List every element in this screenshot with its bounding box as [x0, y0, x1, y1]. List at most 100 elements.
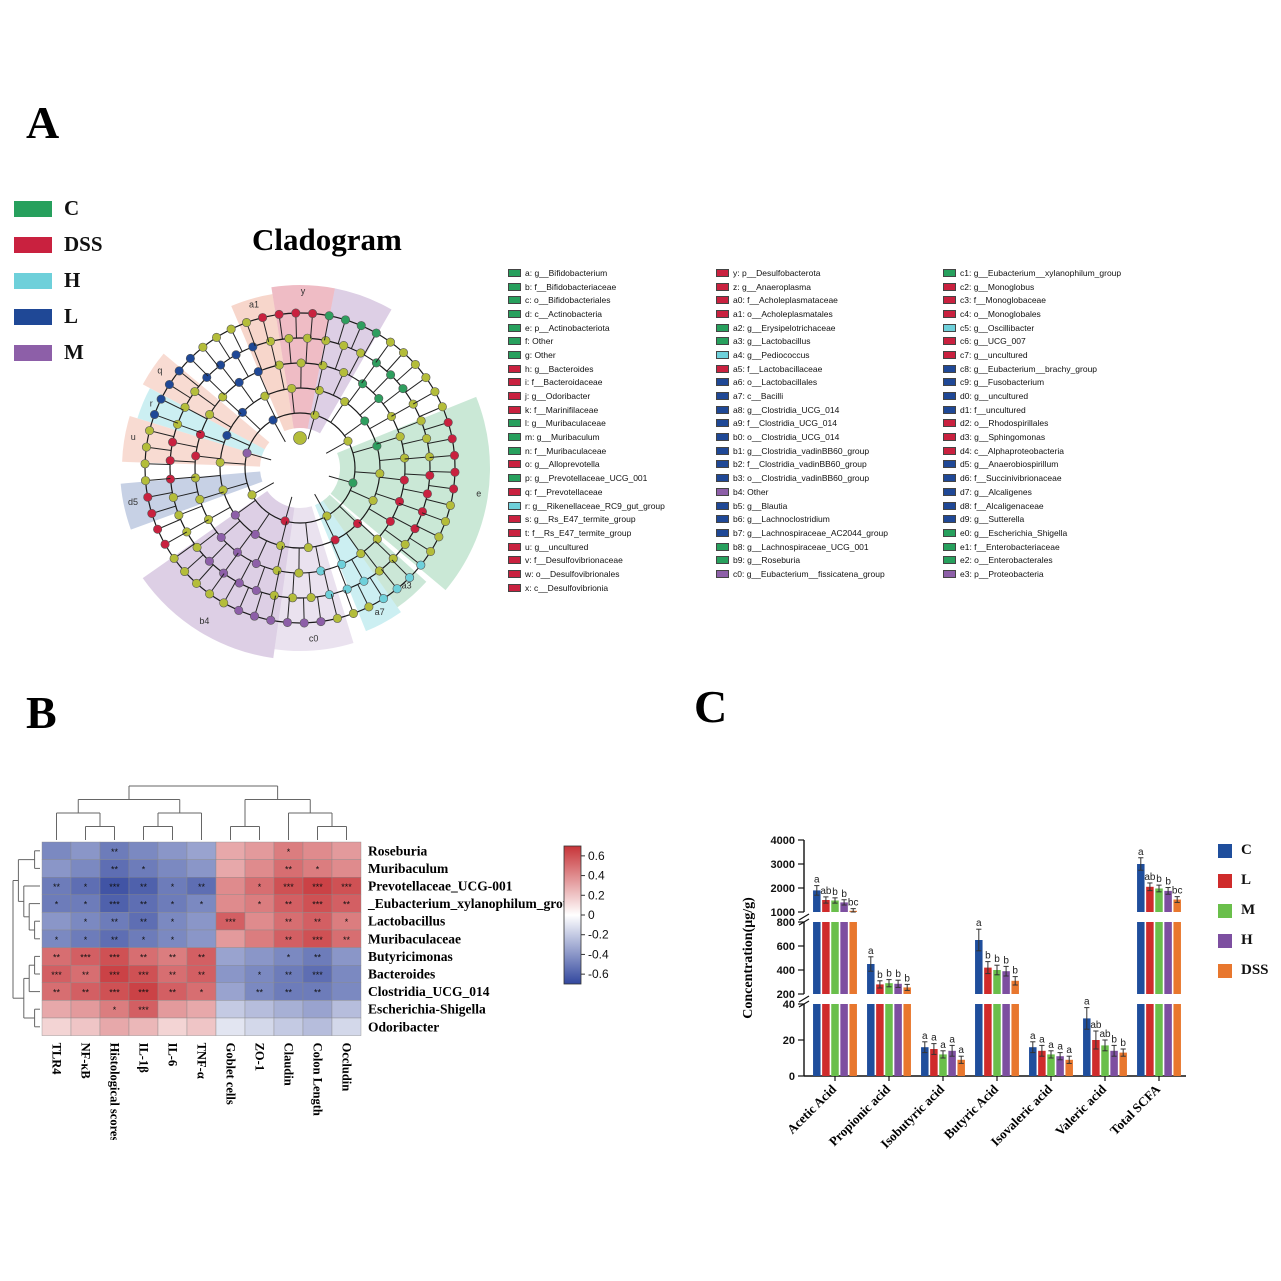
significance-stars: * — [258, 900, 262, 910]
taxa-label: l: g__Muribaculaceae — [525, 418, 606, 429]
bar — [831, 1004, 839, 1076]
taxa-legend-item: d1: f__uncultured — [943, 403, 1193, 417]
taxa-label: c0: g__Eubacterium__fissicatena_group — [733, 568, 885, 579]
cladogram-node — [195, 430, 205, 440]
scfa-legend-item: L — [1218, 872, 1269, 889]
taxa-color-swatch — [716, 323, 729, 332]
heatmap-cell — [273, 1000, 304, 1019]
significance-letter: ab — [1099, 1029, 1111, 1040]
taxa-legend-column: y: p__Desulfobacterota z: g__Anaeroplasma… — [716, 266, 940, 595]
taxa-legend-item: e2: o__Enterobacterales — [943, 553, 1193, 567]
significance-stars: * — [84, 935, 88, 945]
taxa-label: d6: f__Succinivibrionaceae — [960, 473, 1062, 484]
cladogram-node — [287, 383, 297, 393]
bar — [1137, 922, 1145, 994]
taxa-label: j: g__Odoribacter — [525, 391, 591, 402]
significance-letter: b — [985, 951, 991, 962]
significance-letter: a — [940, 1040, 946, 1051]
bar — [840, 1004, 848, 1076]
scfa-color-swatch — [1218, 903, 1232, 918]
y-axis-tick-label: 200 — [777, 989, 795, 1001]
significance-letter: a — [922, 1031, 928, 1042]
taxa-label: u: g__uncultured — [525, 541, 589, 552]
cladogram-node — [306, 593, 316, 603]
axis-break-mark — [798, 918, 810, 926]
significance-letter: ab — [1144, 872, 1156, 883]
taxa-legend-item: d: c__Actinobacteria — [508, 307, 713, 321]
scfa-legend-item: DSS — [1218, 962, 1269, 979]
significance-letter: a — [814, 875, 820, 886]
y-axis-tick-label: 40 — [783, 999, 795, 1011]
cladogram-node — [266, 615, 276, 625]
heatmap-cell — [41, 1000, 72, 1019]
significance-stars: * — [345, 917, 349, 927]
cladogram-node — [410, 359, 420, 369]
heatmap-cell — [302, 1000, 333, 1019]
significance-stars: ** — [53, 952, 61, 962]
cladogram-node — [395, 432, 405, 442]
taxa-color-swatch — [943, 569, 956, 578]
taxa-color-swatch — [508, 378, 521, 387]
taxa-legend-item: b7: g__Lachnospiraceae_AC2044_group — [716, 526, 940, 540]
cladogram-node — [173, 419, 183, 429]
taxa-legend-item: a4: g__Pediococcus — [716, 348, 940, 362]
significance-letter: b — [841, 889, 847, 900]
significance-letter: b — [895, 969, 901, 980]
cladogram-node — [288, 593, 298, 603]
significance-letter: a — [1057, 1042, 1063, 1053]
bar — [1119, 1052, 1127, 1076]
taxa-color-swatch — [508, 583, 521, 592]
y-axis-tick-label: 3000 — [771, 859, 795, 871]
taxa-label: b2: f__Clostridia_vadinBB60_group — [733, 459, 867, 470]
taxa-legend-item: a2: g__Erysipelotrichaceae — [716, 321, 940, 335]
heatmap-cell — [244, 1017, 275, 1036]
bar — [813, 890, 821, 912]
heatmap-row-label: Muribaculaceae — [368, 931, 461, 946]
taxa-label: a6: o__Lactobacillales — [733, 377, 818, 388]
group-label: L — [64, 304, 79, 328]
cladogram-node — [195, 494, 205, 504]
cladogram-node — [371, 358, 381, 368]
taxa-label: v: f__Desulfovibrionaceae — [525, 555, 623, 566]
significance-letter: a — [1066, 1045, 1072, 1056]
taxa-label: c3: f__Monoglobaceae — [960, 295, 1047, 306]
taxa-label: a4: g__Pediococcus — [733, 349, 810, 360]
cladogram-wedge — [137, 388, 265, 457]
bar — [984, 1004, 992, 1076]
taxa-label: e1: f__Enterobacteriaceae — [960, 541, 1060, 552]
group-color-swatch — [14, 272, 52, 289]
significance-letter: b — [832, 887, 838, 898]
cladogram-node — [339, 368, 349, 378]
heatmap-cell — [186, 841, 217, 860]
cladogram-node — [449, 450, 459, 460]
cladogram-node — [190, 387, 200, 397]
cladogram-node — [219, 568, 229, 578]
significance-stars: ** — [198, 970, 206, 980]
taxa-legend-item: c5: g__Oscillibacter — [943, 321, 1193, 335]
heatmap-cell — [41, 859, 72, 878]
cladogram-node — [182, 527, 192, 537]
bar — [930, 1049, 938, 1076]
cladogram-node — [302, 333, 312, 343]
cladogram-node — [216, 360, 226, 370]
taxa-color-swatch — [716, 474, 729, 483]
cladogram-node — [268, 415, 278, 425]
bar — [831, 922, 839, 994]
taxa-legend-item: c2: g__Monoglobus — [943, 280, 1193, 294]
taxa-label: c5: g__Oscillibacter — [960, 322, 1035, 333]
taxa-legend-item: c6: g__UCG_007 — [943, 334, 1193, 348]
taxa-legend-item: e1: f__Enterobacteriaceae — [943, 540, 1193, 554]
cladogram-node — [218, 485, 228, 495]
cladogram-node — [316, 566, 326, 576]
taxa-color-swatch — [943, 474, 956, 483]
heatmap-cell — [215, 876, 246, 895]
bar — [1092, 1040, 1100, 1076]
cladogram-wedge-label: a7 — [375, 607, 385, 617]
taxa-legend-item: i: f__Bacteroidaceae — [508, 376, 713, 390]
cladogram-node — [299, 618, 309, 628]
taxa-legend-item: l: g__Muribaculaceae — [508, 417, 713, 431]
heatmap-cell — [186, 912, 217, 931]
significance-stars: * — [84, 917, 88, 927]
significance-letter: a — [1048, 1040, 1054, 1051]
y-axis-tick-label: 2000 — [771, 883, 795, 895]
